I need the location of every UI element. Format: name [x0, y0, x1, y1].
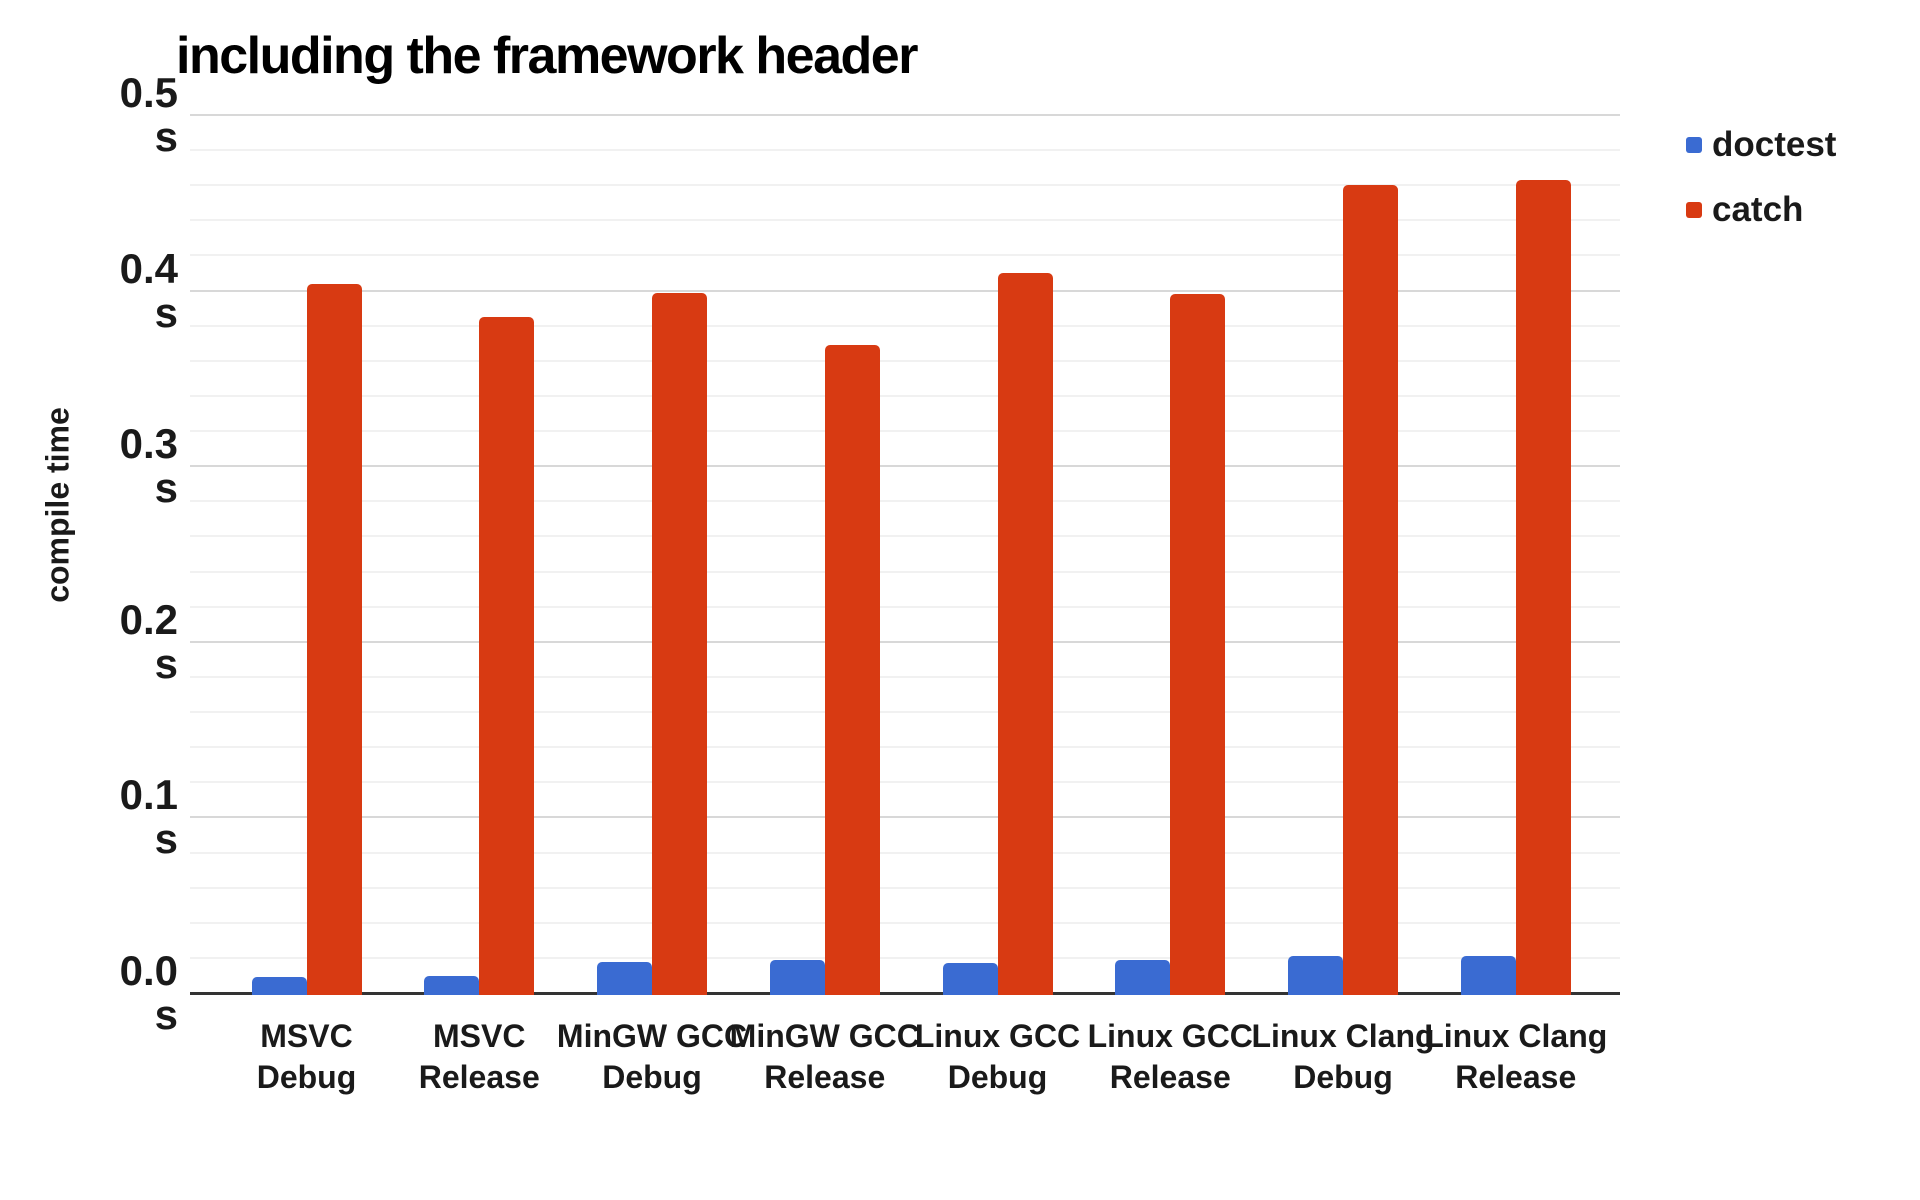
gridline-minor	[190, 535, 1620, 538]
x-axis-category-line: MinGW GCC	[556, 1018, 748, 1054]
bar-catch	[652, 293, 707, 995]
bar-doctest	[251, 977, 307, 995]
bar-catch	[1343, 185, 1398, 995]
gridline-minor	[190, 711, 1620, 714]
x-axis-category-label: Linux Clang Debug	[1213, 1016, 1473, 1098]
x-axis-category-label: MinGW GCC Release	[695, 1016, 955, 1098]
x-axis-category-line: Release	[1109, 1059, 1231, 1095]
y-tick-value: 0.1	[119, 771, 178, 819]
gridline-minor	[190, 500, 1620, 503]
y-tick-value: 0.2	[119, 595, 178, 643]
legend-item-doctest: doctest	[1686, 125, 1836, 165]
gridline-minor	[190, 149, 1620, 152]
bar-catch	[306, 284, 362, 995]
legend-swatch-catch	[1686, 202, 1702, 218]
bar-catch	[824, 345, 880, 995]
legend-item-catch: catch	[1686, 190, 1803, 230]
gridline-minor	[190, 851, 1620, 854]
gridline-minor	[190, 219, 1620, 222]
x-axis-line	[190, 992, 1620, 995]
y-tick-label: 0.2 s	[40, 595, 178, 687]
y-tick-value: 0.3	[119, 420, 178, 468]
gridline-minor	[190, 746, 1620, 749]
x-axis-category-label: MSVC Debug	[177, 1016, 437, 1098]
gridline-major	[190, 289, 1620, 292]
gridline-minor	[190, 184, 1620, 187]
gridline-major	[190, 465, 1620, 468]
y-tick-unit: s	[154, 815, 178, 863]
gridline-minor	[190, 605, 1620, 608]
y-tick-unit: s	[154, 288, 178, 336]
gridline-minor	[190, 324, 1620, 327]
y-tick-unit: s	[154, 991, 178, 1038]
x-axis-category-line: Linux GCC	[1087, 1018, 1253, 1054]
x-axis-category-line: MSVC	[260, 1018, 353, 1054]
bar-doctest	[597, 962, 652, 995]
gridline-major	[190, 114, 1620, 116]
x-axis-category-line: Debug	[256, 1059, 357, 1095]
legend-swatch-doctest	[1686, 137, 1702, 153]
x-axis-category-line: MSVC	[433, 1018, 526, 1054]
x-axis-category-line: Release	[418, 1059, 540, 1095]
y-tick-value: 0.5	[119, 69, 178, 116]
gridline-minor	[190, 394, 1620, 397]
x-axis-category-line: Release	[764, 1059, 886, 1095]
gridline-minor	[190, 781, 1620, 784]
bar-doctest	[424, 976, 480, 995]
x-axis-category-line: Release	[1455, 1059, 1577, 1095]
legend-label: catch	[1712, 190, 1804, 229]
x-axis-category-line: Linux Clang	[1424, 1018, 1608, 1054]
gridline-minor	[190, 886, 1620, 889]
gridline-minor	[190, 956, 1620, 959]
bar-catch	[479, 317, 535, 995]
gridline-major	[190, 816, 1620, 819]
bar-catch	[1170, 294, 1226, 995]
y-tick-label: 0.1 s	[40, 773, 178, 861]
gridline-minor	[190, 359, 1620, 362]
x-axis-category-line: Linux GCC	[914, 1018, 1081, 1054]
x-axis-category-label: MSVC Release	[349, 1016, 609, 1098]
bar-doctest	[942, 963, 998, 995]
chart-title: including the framework header	[176, 27, 918, 85]
y-tick-label: 0.5 s	[40, 71, 178, 159]
gridline-minor	[190, 675, 1620, 678]
x-axis-category-label: MinGW GCC Debug	[522, 1016, 782, 1098]
y-tick-label: 0.4 s	[40, 244, 178, 336]
x-axis-category-line: Debug	[602, 1059, 702, 1095]
x-axis-category-line: MinGW GCC	[729, 1018, 920, 1054]
legend-label: doctest	[1712, 125, 1837, 164]
x-axis-category-line: Debug	[1293, 1059, 1393, 1095]
x-axis-category-line: Linux Clang	[1251, 1018, 1435, 1054]
gridline-minor	[190, 570, 1620, 573]
bar-doctest	[1115, 960, 1171, 995]
y-tick-unit: s	[154, 113, 178, 160]
bar-doctest	[1460, 956, 1516, 995]
bar-doctest	[769, 960, 825, 995]
x-axis-category-line: Debug	[947, 1059, 1048, 1095]
gridline-major	[190, 640, 1620, 643]
gridline-minor	[190, 430, 1620, 433]
y-tick-unit: s	[154, 464, 178, 512]
y-tick-label: 0.0 s	[40, 949, 178, 1037]
gridline-minor	[190, 254, 1620, 257]
x-axis-category-label: Linux GCC Debug	[868, 1016, 1128, 1098]
gridline-minor	[190, 921, 1620, 924]
y-tick-value: 0.0	[119, 947, 178, 994]
bar-catch	[1515, 180, 1571, 995]
x-axis-category-label: Linux GCC Release	[1040, 1016, 1300, 1098]
y-tick-value: 0.4	[119, 244, 178, 292]
y-tick-unit: s	[154, 639, 178, 687]
bar-catch	[997, 273, 1053, 995]
bar-doctest	[1288, 956, 1343, 995]
y-tick-label: 0.3 s	[40, 422, 178, 510]
x-axis-category-label: Linux Clang Release	[1386, 1016, 1646, 1098]
